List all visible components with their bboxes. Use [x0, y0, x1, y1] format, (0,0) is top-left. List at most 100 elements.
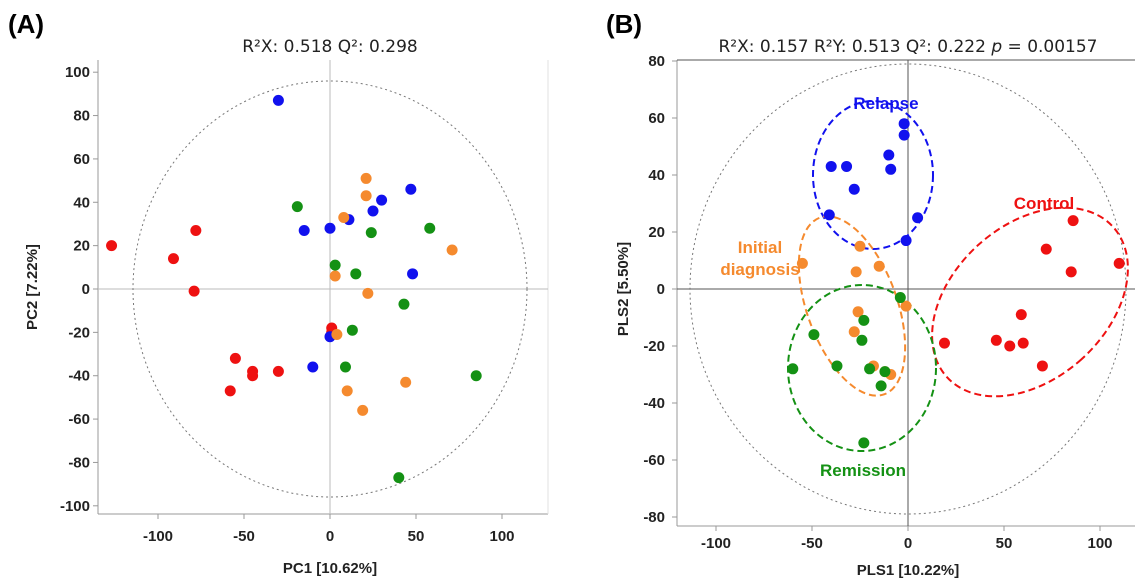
panel-a-y-tick-label: -20: [68, 324, 90, 341]
panel-a-y-axis-title: PC2 [7.22%]: [24, 244, 41, 330]
data-point-blue: [848, 183, 860, 195]
data-point-blue: [898, 129, 910, 141]
panel-a-y-tick-label: -60: [68, 411, 90, 428]
data-point-orange: [854, 240, 866, 252]
panel-b-x-tick-label: -100: [701, 535, 731, 552]
data-point-green: [346, 324, 358, 336]
data-point-green: [787, 363, 799, 375]
panel-a-y-tick-label: 40: [73, 194, 90, 211]
data-point-green: [858, 314, 870, 326]
data-point-orange: [873, 260, 885, 272]
panel-b-y-tick-label: 0: [657, 281, 665, 298]
panel-a-y-tick-label: 20: [73, 238, 90, 255]
data-point-orange: [341, 385, 353, 397]
initial-diagnosis-group-label-line2: diagnosis: [720, 260, 799, 279]
panel-a-y-tick-label: 80: [73, 108, 90, 125]
data-point-red: [1065, 266, 1077, 278]
remission-group-label: Remission: [820, 461, 906, 480]
panel-b-y-tick-label: -40: [643, 395, 665, 412]
panel-a-y-tick-label: 60: [73, 151, 90, 168]
data-point-orange: [446, 244, 458, 256]
data-point-blue: [376, 194, 388, 206]
data-point-green: [831, 360, 843, 372]
data-point-blue: [885, 163, 897, 175]
data-point-green: [856, 334, 868, 346]
panel-b-y-tick-label: 60: [648, 110, 665, 127]
data-point-orange: [331, 329, 343, 341]
data-point-blue: [900, 235, 912, 247]
data-point-orange: [329, 270, 341, 282]
panel-b-x-tick-label: -50: [801, 535, 823, 552]
panel-a-points: [106, 94, 482, 484]
data-point-green: [291, 201, 303, 213]
data-point-green: [894, 292, 906, 304]
panel-a-x-tick-label: -100: [143, 528, 173, 545]
panel-b-y-tick-label: 80: [648, 53, 665, 70]
data-point-blue: [367, 205, 379, 217]
panel-b-y-tick-label: -20: [643, 338, 665, 355]
panel-b-y-tick-label: -80: [643, 509, 665, 526]
data-point-blue: [825, 160, 837, 172]
data-point-orange: [362, 287, 374, 299]
panel-a-x-tick-label: 0: [326, 528, 334, 545]
panel-b-y-tick-label: 20: [648, 224, 665, 241]
panel-a-ticks: -100 -50 0 50 100 -100 -80 -60 -40 -20 0 20 40 60 80 10…: [60, 64, 515, 545]
data-point-green: [424, 222, 436, 234]
panel-b-x-tick-label: 100: [1087, 535, 1112, 552]
data-point-red: [190, 224, 202, 236]
data-point-green: [398, 298, 410, 310]
data-point-green: [879, 366, 891, 378]
data-point-red: [990, 334, 1002, 346]
data-point-blue: [407, 268, 419, 280]
control-group-label: Control: [1014, 194, 1074, 213]
data-point-orange: [400, 376, 412, 388]
data-point-orange: [338, 211, 350, 223]
data-point-red: [1067, 215, 1079, 227]
panel-a-y-tick-label: 0: [82, 281, 90, 298]
panel-b-stats-value: = 0.00157: [1002, 37, 1097, 57]
data-point-orange: [796, 257, 808, 269]
panel-a-x-tick-label: -50: [233, 528, 255, 545]
panel-b-ticks: -100 -50 0 50 100 -80 -60 -40 -20 0 20 40 60 80: [643, 53, 1112, 552]
panel-a-y-tick-label: -100: [60, 498, 90, 515]
data-point-green: [808, 329, 820, 341]
panel-b: (B) R²X: 0.157 R²Y: 0.513 Q²: 0.222 p = …: [606, 9, 1135, 579]
data-point-red: [1004, 340, 1016, 352]
panel-b-x-tick-label: 0: [904, 535, 912, 552]
panel-b-stats-main: R²X: 0.157 R²Y: 0.513 Q²: 0.222: [719, 37, 992, 57]
data-point-green: [875, 380, 887, 392]
data-point-red: [224, 385, 236, 397]
data-point-orange: [850, 266, 862, 278]
panel-a-x-axis-title: PC1 [10.62%]: [283, 560, 377, 577]
data-point-red: [167, 253, 179, 265]
data-point-red: [229, 352, 241, 364]
data-point-orange: [360, 172, 372, 184]
data-point-blue: [307, 361, 319, 373]
panel-b-points: [787, 118, 1125, 449]
data-point-orange: [357, 404, 369, 416]
data-point-blue: [324, 222, 336, 234]
panel-b-y-axis-title: PLS2 [5.50%]: [615, 242, 632, 336]
data-point-red: [272, 365, 284, 377]
data-point-green: [339, 361, 351, 373]
data-point-red: [247, 370, 259, 382]
panel-a: (A) R²X: 0.518 Q²: 0.298 -100 -50 0 50 100-1…: [8, 9, 549, 577]
data-point-red: [188, 285, 200, 297]
panel-a-y-tick-label: -40: [68, 368, 90, 385]
data-point-green: [350, 268, 362, 280]
panel-a-y-tick-label: -80: [68, 454, 90, 471]
initial-diagnosis-group-ellipse: [797, 215, 907, 397]
data-point-blue: [405, 183, 417, 195]
panel-a-x-tick-label: 50: [408, 528, 425, 545]
data-point-green: [864, 363, 876, 375]
data-point-green: [470, 370, 482, 382]
data-point-blue: [912, 212, 924, 224]
data-point-blue: [841, 160, 853, 172]
data-point-green: [365, 227, 377, 239]
panel-a-stats: R²X: 0.518 Q²: 0.298: [242, 37, 417, 57]
data-point-red: [938, 337, 950, 349]
relapse-group-ellipse: [812, 100, 934, 250]
data-point-red: [106, 240, 118, 252]
data-point-green: [393, 472, 405, 484]
panel-b-x-tick-label: 50: [996, 535, 1013, 552]
